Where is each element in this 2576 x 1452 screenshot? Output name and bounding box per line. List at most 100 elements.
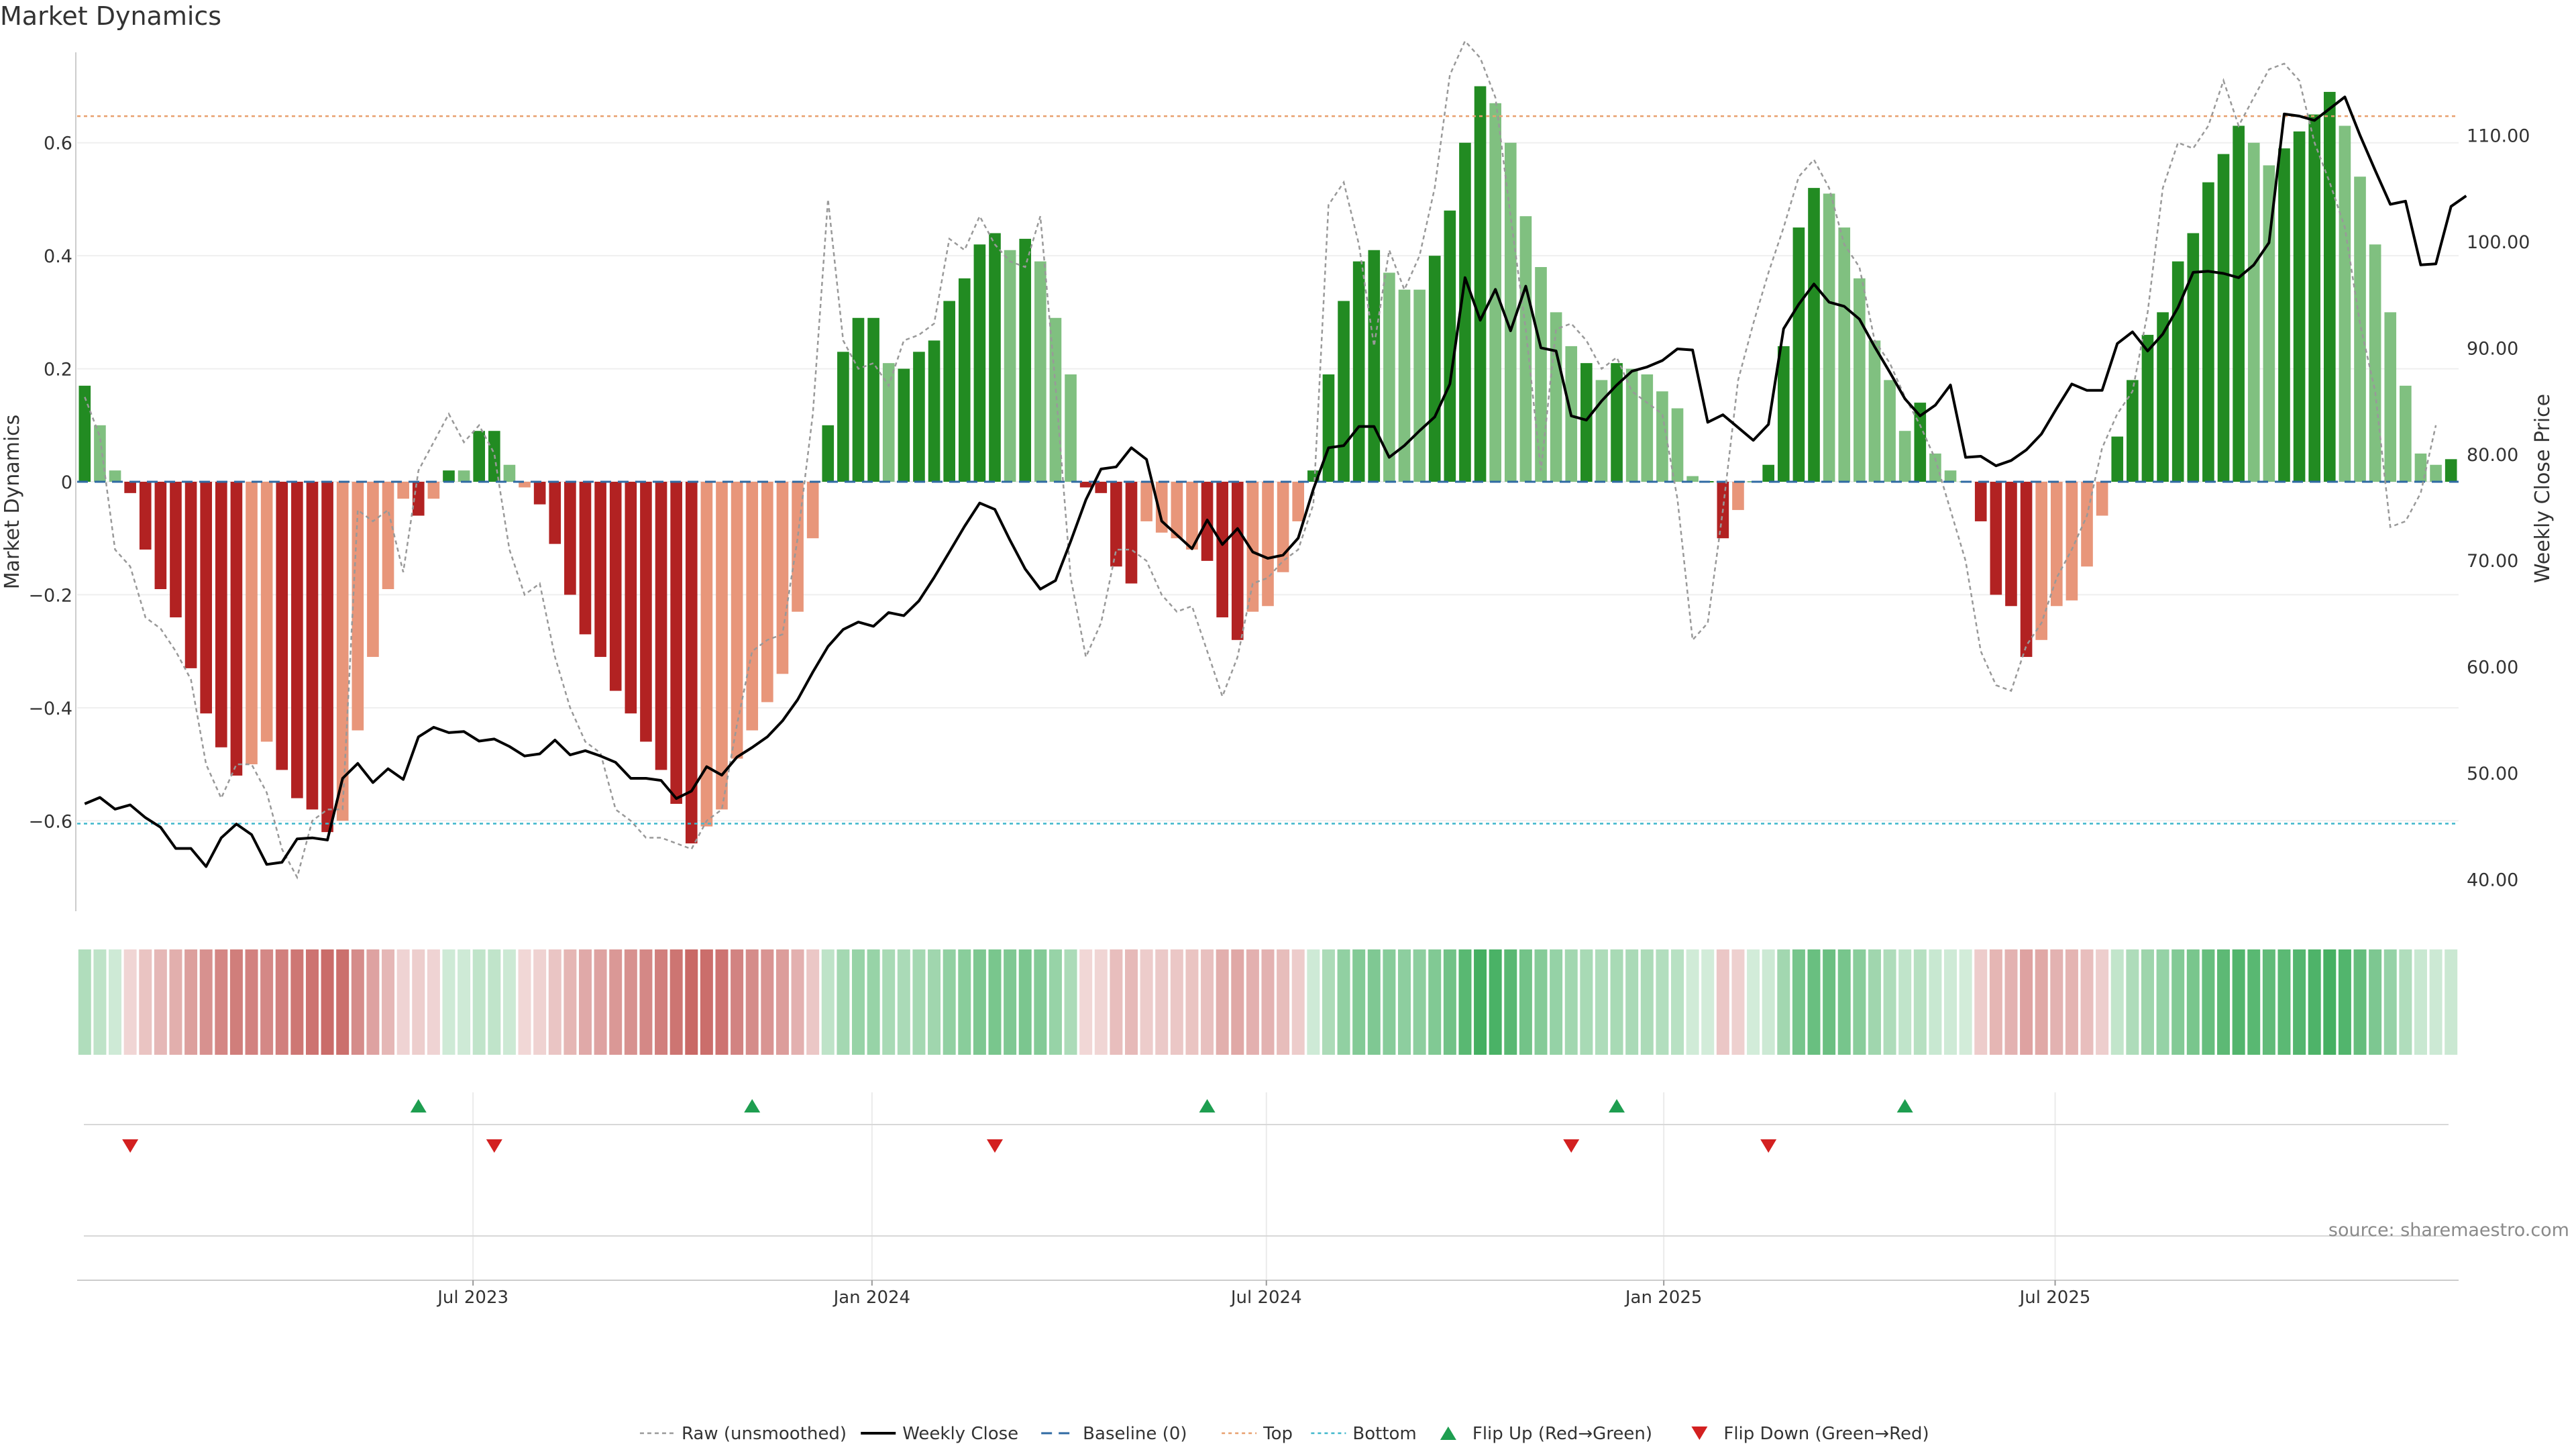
bar-48: [806, 482, 819, 539]
strip-cell-29: [518, 949, 531, 1055]
bar-37: [640, 482, 652, 742]
strip-cell-147: [2308, 949, 2321, 1055]
strip-cell-46: [775, 949, 789, 1055]
bar-13: [276, 482, 288, 770]
strip-cell-76: [1231, 949, 1244, 1055]
strip-cell-64: [1049, 949, 1062, 1055]
strip-cell-121: [1913, 949, 1927, 1055]
strip-cell-155: [2429, 949, 2443, 1055]
strip-cell-86: [1383, 949, 1396, 1055]
strip-cell-139: [2186, 949, 2200, 1055]
strip-cell-25: [458, 949, 471, 1055]
strip-cell-92: [1474, 949, 1487, 1055]
strip-cell-93: [1489, 949, 1502, 1055]
bar-30: [533, 482, 546, 505]
x-tick-label-4: Jul 2025: [2019, 1288, 2091, 1308]
bar-82: [1322, 374, 1335, 482]
legend-label-raw: Raw (unsmoothed): [682, 1424, 847, 1444]
bar-55: [913, 352, 925, 482]
strip-cell-59: [973, 949, 986, 1055]
bar-91: [1459, 142, 1471, 482]
strip-cell-62: [1018, 949, 1032, 1055]
strip-cell-63: [1034, 949, 1047, 1055]
bar-151: [2369, 244, 2381, 482]
strip-cell-122: [1929, 949, 1942, 1055]
strip-cell-125: [1974, 949, 1988, 1055]
strip-cell-74: [1201, 949, 1214, 1055]
strip-cell-32: [564, 949, 577, 1055]
strip-cell-104: [1656, 949, 1669, 1055]
bar-96: [1535, 267, 1547, 482]
left-tick-label-6: 0.6: [44, 134, 72, 154]
bar-29: [519, 482, 531, 488]
bar-71: [1155, 482, 1168, 533]
bar-102: [1625, 368, 1638, 482]
bar-128: [2020, 482, 2033, 658]
bar-154: [2414, 453, 2427, 482]
bar-72: [1171, 482, 1183, 539]
bar-8: [200, 482, 213, 714]
bar-66: [1079, 482, 1092, 488]
bar-46: [776, 482, 789, 674]
bar-153: [2400, 385, 2412, 482]
strip-cell-19: [366, 949, 380, 1055]
strip-cell-44: [745, 949, 759, 1055]
strip-cell-106: [1686, 949, 1699, 1055]
bar-94: [1504, 142, 1517, 482]
bar-84: [1352, 261, 1365, 482]
strip-cell-13: [275, 949, 288, 1055]
bar-19: [367, 482, 379, 658]
flip-up-marker-3: [1609, 1099, 1625, 1112]
strip-cell-67: [1094, 949, 1108, 1055]
strip-cell-144: [2262, 949, 2275, 1055]
strip-cell-123: [1944, 949, 1957, 1055]
legend-item-flipup: Flip Up (Red→Green): [1440, 1424, 1652, 1444]
bar-1: [94, 425, 106, 482]
bar-42: [716, 482, 728, 810]
strip-cell-96: [1534, 949, 1548, 1055]
flip-down-marker-1: [486, 1139, 502, 1153]
strip-cell-58: [958, 949, 971, 1055]
bar-25: [458, 470, 470, 482]
strip-cell-145: [2277, 949, 2291, 1055]
strip-cell-0: [78, 949, 91, 1055]
bar-11: [246, 482, 258, 765]
bar-62: [1019, 238, 1032, 482]
bar-26: [473, 431, 486, 482]
bar-79: [1277, 482, 1289, 572]
bar-45: [761, 482, 773, 703]
bar-121: [1914, 403, 1927, 482]
bar-118: [1868, 340, 1881, 482]
bar-149: [2339, 125, 2351, 482]
bar-136: [2141, 335, 2154, 482]
bar-40: [685, 482, 698, 843]
bar-116: [1838, 227, 1851, 482]
strip-cell-82: [1322, 949, 1335, 1055]
bar-111: [1762, 464, 1774, 482]
legend: Raw (unsmoothed) Weekly Close Baseline (0)…: [639, 1424, 1929, 1444]
bar-114: [1808, 188, 1820, 482]
strip-cell-41: [700, 949, 713, 1055]
strip-cell-61: [1004, 949, 1017, 1055]
strip-cell-120: [1898, 949, 1912, 1055]
bar-34: [594, 482, 606, 658]
reference-lines-layer: [77, 115, 2459, 825]
strip-cell-97: [1550, 949, 1563, 1055]
bar-119: [1884, 380, 1896, 482]
flip-up-marker-4: [1896, 1099, 1913, 1112]
strip-cell-22: [412, 949, 425, 1055]
bar-41: [700, 482, 713, 827]
strip-cell-16: [321, 949, 334, 1055]
bar-139: [2187, 233, 2200, 482]
bar-59: [973, 244, 986, 482]
strip-cell-37: [639, 949, 653, 1055]
strip-cell-119: [1883, 949, 1896, 1055]
bar-20: [382, 482, 394, 589]
strip-cell-73: [1185, 949, 1199, 1055]
strip-cell-30: [533, 949, 547, 1055]
bar-73: [1186, 482, 1198, 550]
strip-cell-12: [260, 949, 274, 1055]
flip-down-marker-4: [1760, 1139, 1777, 1153]
